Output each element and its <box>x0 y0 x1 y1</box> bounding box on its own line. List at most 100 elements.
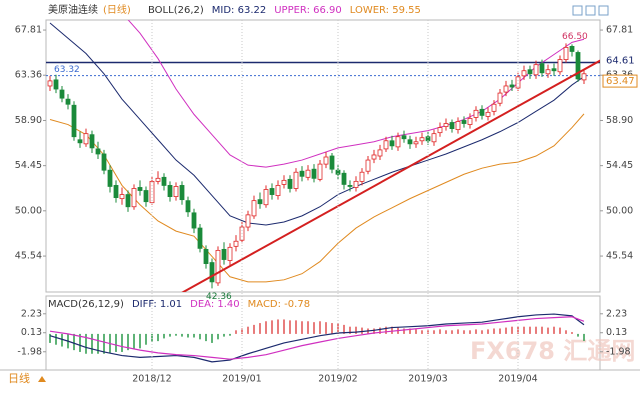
level-label: 64.61 <box>606 56 635 67</box>
macd-bar <box>253 324 255 334</box>
candle-body <box>143 190 149 203</box>
level-label: 63.32 <box>54 65 80 75</box>
candle-body <box>365 159 371 172</box>
candle-body <box>359 171 365 182</box>
macd-bar <box>85 333 87 354</box>
macd-bar <box>97 333 99 354</box>
candle-body <box>317 163 323 180</box>
candle-body <box>383 140 389 150</box>
candle-body <box>491 103 497 112</box>
macd-bar <box>583 333 585 341</box>
candle-body <box>77 139 83 144</box>
macd-bar <box>493 328 495 334</box>
macd-bar <box>331 323 333 334</box>
candle-body <box>431 133 437 143</box>
macd-bar <box>241 328 243 334</box>
candle-body <box>209 262 215 283</box>
macd-bar <box>265 321 267 334</box>
macd-bar <box>283 319 285 334</box>
macd-bar <box>487 329 489 334</box>
macd-bar <box>475 329 477 334</box>
macd-bar <box>313 322 315 334</box>
candle-body <box>179 185 185 201</box>
legend-entry: LOWER: 59.55 <box>350 5 421 16</box>
macd-bar <box>121 333 123 352</box>
y-tick-label: 45.54 <box>15 251 42 262</box>
trendline <box>181 59 600 292</box>
macd-bar <box>181 333 183 337</box>
candle-body <box>581 73 587 81</box>
candle-body <box>509 84 515 88</box>
candle-body <box>65 98 71 105</box>
legend-entry: MID: 63.22 <box>212 5 266 16</box>
candle-body <box>533 64 539 76</box>
candle-body <box>263 189 269 206</box>
candle-body <box>341 172 347 185</box>
macd-bar <box>49 333 51 343</box>
candle-body <box>419 137 425 142</box>
y-tick-label-right: 50.00 <box>606 205 633 216</box>
icon[interactable] <box>585 5 596 16</box>
macd-bar <box>457 329 459 334</box>
macd-bar <box>61 333 63 347</box>
candle-body <box>461 120 467 124</box>
last-price-label: 63.47 <box>606 76 635 87</box>
macd-bar <box>547 327 549 334</box>
y-tick-label: 50.00 <box>15 205 42 216</box>
candle-body <box>113 185 119 199</box>
candle-body <box>293 171 299 189</box>
candle-body <box>59 89 65 99</box>
candle-body <box>167 185 173 197</box>
macd-bar <box>193 333 195 338</box>
candle-body <box>401 135 407 140</box>
candle-body <box>347 185 353 187</box>
macd-bar <box>451 330 453 334</box>
icon[interactable] <box>598 5 609 16</box>
candle-body <box>455 121 461 131</box>
macd-bar <box>517 326 519 334</box>
macd-bar <box>409 328 411 334</box>
footer-label: 日线 <box>8 371 30 385</box>
candle-body <box>569 45 575 52</box>
candle-body <box>557 59 563 73</box>
macd-bar <box>499 328 501 334</box>
candle-body <box>53 79 59 90</box>
candle-body <box>377 149 383 157</box>
macd-bar <box>187 333 189 338</box>
candle-body <box>287 178 293 189</box>
candle-body <box>539 63 545 74</box>
candle-body <box>449 122 455 129</box>
candle-body <box>227 246 233 261</box>
candle-body <box>161 176 167 186</box>
macd-bar <box>133 333 135 350</box>
last-price-box <box>602 74 638 88</box>
watermark: FX678 汇通网 <box>470 337 635 365</box>
macd-bar <box>55 333 57 345</box>
boll-lower <box>49 113 585 283</box>
candle-body <box>107 169 113 187</box>
candle-body <box>551 68 557 72</box>
window-icons[interactable] <box>572 5 609 16</box>
footer-arrow[interactable] <box>38 376 46 382</box>
candle-body <box>83 133 89 145</box>
candle-body <box>575 52 581 80</box>
macd-bar <box>337 323 339 334</box>
macd-tick-label-right: 0.13 <box>606 327 627 338</box>
y-tick-label-right: 58.90 <box>606 115 633 126</box>
candle-body <box>545 69 551 75</box>
macd-bar <box>541 326 543 334</box>
chart-title: 美原油连续 <box>48 3 98 16</box>
macd-bar <box>91 333 93 354</box>
candle-body <box>437 127 443 134</box>
legend-entry: BOLL(26,2) <box>148 5 204 16</box>
y-tick-label: 67.81 <box>15 25 42 36</box>
candle-body <box>479 108 485 116</box>
main-frame <box>45 19 601 293</box>
high-label: 66.50 <box>562 32 588 42</box>
candle-body <box>515 76 521 89</box>
macd-bar <box>79 333 81 352</box>
icon[interactable] <box>572 5 583 16</box>
y-tick-label: 63.36 <box>15 70 42 81</box>
candle-body <box>125 194 131 208</box>
macd-bar <box>103 333 105 354</box>
